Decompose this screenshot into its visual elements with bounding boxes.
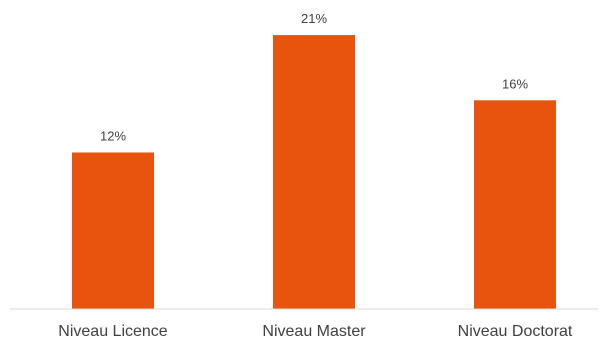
labels-group: 12% Niveau Licence 21% Niveau Master 16% Nive…	[58, 11, 573, 340]
data-label: 16%	[502, 76, 528, 91]
category-label: Niveau Licence	[58, 323, 168, 340]
bar-niveau-doctorat	[474, 100, 556, 309]
category-label: Niveau Master	[262, 323, 366, 340]
bar-niveau-licence	[72, 152, 154, 309]
data-label: 12%	[100, 128, 126, 143]
data-label: 21%	[301, 11, 327, 26]
bars-group	[72, 35, 556, 310]
bar-niveau-master	[273, 35, 355, 310]
category-label: Niveau Doctorat	[458, 323, 573, 340]
